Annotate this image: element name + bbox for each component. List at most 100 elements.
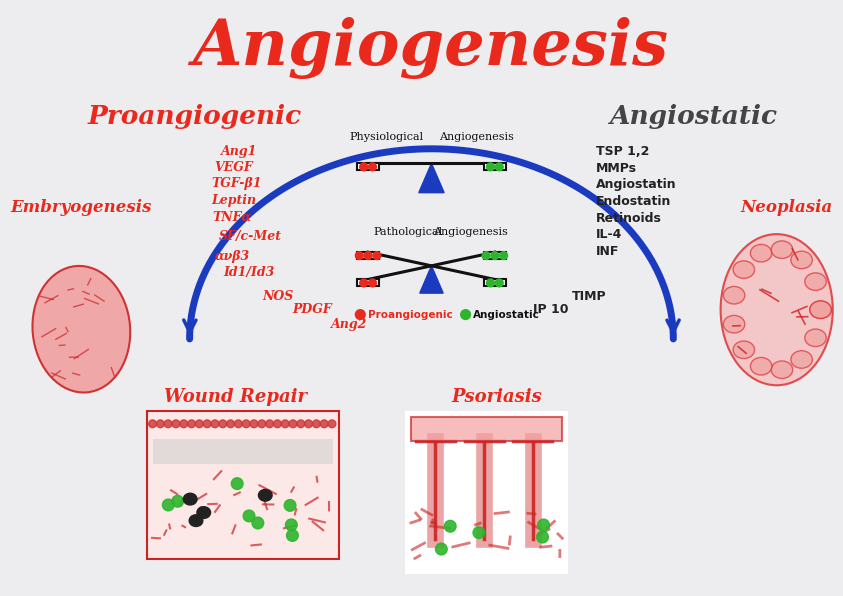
Circle shape: [328, 420, 336, 428]
Circle shape: [289, 420, 297, 428]
Circle shape: [461, 310, 470, 319]
Text: TNFα: TNFα: [212, 210, 251, 224]
Circle shape: [496, 163, 503, 170]
Text: Ang1: Ang1: [221, 145, 257, 158]
Ellipse shape: [791, 350, 813, 368]
Circle shape: [164, 420, 172, 428]
Ellipse shape: [197, 507, 211, 519]
Text: Angiogenesis: Angiogenesis: [193, 17, 669, 79]
FancyBboxPatch shape: [411, 417, 562, 442]
Circle shape: [320, 420, 328, 428]
Text: INF: INF: [596, 245, 620, 257]
Text: Endostatin: Endostatin: [596, 195, 672, 208]
Circle shape: [243, 510, 255, 522]
Text: IP 10: IP 10: [533, 303, 568, 316]
Ellipse shape: [33, 266, 131, 393]
Ellipse shape: [805, 329, 826, 347]
FancyBboxPatch shape: [405, 411, 568, 574]
FancyBboxPatch shape: [147, 411, 339, 560]
Ellipse shape: [733, 261, 754, 278]
Text: Proangiogenic: Proangiogenic: [368, 309, 453, 319]
Ellipse shape: [184, 493, 197, 505]
Circle shape: [486, 163, 494, 170]
Circle shape: [234, 420, 242, 428]
FancyBboxPatch shape: [357, 252, 379, 259]
Circle shape: [297, 420, 304, 428]
Text: TGF-β1: TGF-β1: [211, 178, 261, 190]
Circle shape: [219, 420, 227, 428]
Circle shape: [148, 420, 157, 428]
Circle shape: [373, 252, 381, 259]
Circle shape: [364, 252, 372, 259]
Text: NOS: NOS: [263, 290, 294, 303]
Text: Ang2: Ang2: [331, 318, 368, 331]
Text: Wound Repair: Wound Repair: [164, 389, 307, 406]
Ellipse shape: [791, 251, 813, 269]
Text: Leptin: Leptin: [211, 194, 256, 207]
Text: SF/c-Met: SF/c-Met: [219, 230, 282, 243]
Circle shape: [287, 530, 298, 541]
Text: Proangiogenic: Proangiogenic: [87, 104, 301, 129]
Ellipse shape: [750, 244, 772, 262]
FancyBboxPatch shape: [484, 252, 506, 259]
Text: Neoplasia: Neoplasia: [740, 199, 833, 216]
Circle shape: [313, 420, 320, 428]
Text: Retinoids: Retinoids: [596, 212, 662, 225]
Ellipse shape: [805, 273, 826, 290]
Circle shape: [486, 279, 494, 287]
Circle shape: [304, 420, 313, 428]
Circle shape: [538, 519, 550, 531]
Polygon shape: [420, 266, 443, 293]
Circle shape: [163, 499, 175, 511]
Ellipse shape: [750, 358, 772, 375]
Circle shape: [368, 163, 376, 170]
Text: MMPs: MMPs: [596, 162, 637, 175]
Text: VEGF: VEGF: [214, 161, 253, 174]
Ellipse shape: [771, 361, 792, 378]
Ellipse shape: [721, 234, 833, 385]
Circle shape: [500, 252, 507, 259]
Circle shape: [188, 420, 196, 428]
FancyBboxPatch shape: [357, 163, 379, 170]
Circle shape: [258, 420, 266, 428]
Text: TIMP: TIMP: [572, 290, 606, 303]
Circle shape: [444, 520, 456, 532]
Circle shape: [368, 279, 376, 287]
Circle shape: [537, 531, 548, 543]
Circle shape: [356, 252, 363, 259]
Circle shape: [172, 495, 184, 507]
Text: Pathological: Pathological: [373, 226, 442, 237]
Circle shape: [172, 420, 180, 428]
Circle shape: [203, 420, 211, 428]
Circle shape: [496, 279, 503, 287]
Circle shape: [284, 499, 296, 511]
Circle shape: [231, 478, 243, 489]
Text: IL-4: IL-4: [596, 228, 623, 241]
Polygon shape: [419, 163, 444, 193]
Circle shape: [227, 420, 234, 428]
Ellipse shape: [810, 301, 831, 318]
Circle shape: [286, 519, 298, 530]
Ellipse shape: [810, 301, 831, 318]
Circle shape: [436, 543, 447, 555]
Ellipse shape: [723, 315, 745, 333]
Circle shape: [491, 252, 499, 259]
Circle shape: [196, 420, 203, 428]
Ellipse shape: [189, 515, 203, 526]
Ellipse shape: [733, 341, 754, 359]
FancyBboxPatch shape: [484, 280, 506, 286]
Circle shape: [360, 163, 368, 170]
Text: PDGF: PDGF: [292, 303, 332, 316]
Text: Angiogenesis: Angiogenesis: [439, 132, 514, 142]
Text: Embryogenesis: Embryogenesis: [11, 199, 152, 216]
Ellipse shape: [259, 489, 272, 501]
Circle shape: [282, 420, 289, 428]
Text: Physiological: Physiological: [350, 132, 424, 142]
Circle shape: [482, 252, 490, 259]
FancyBboxPatch shape: [357, 280, 379, 286]
Circle shape: [356, 310, 365, 319]
Circle shape: [157, 420, 164, 428]
Circle shape: [473, 527, 485, 539]
FancyBboxPatch shape: [484, 163, 506, 170]
Text: Angiostatic: Angiostatic: [474, 309, 540, 319]
